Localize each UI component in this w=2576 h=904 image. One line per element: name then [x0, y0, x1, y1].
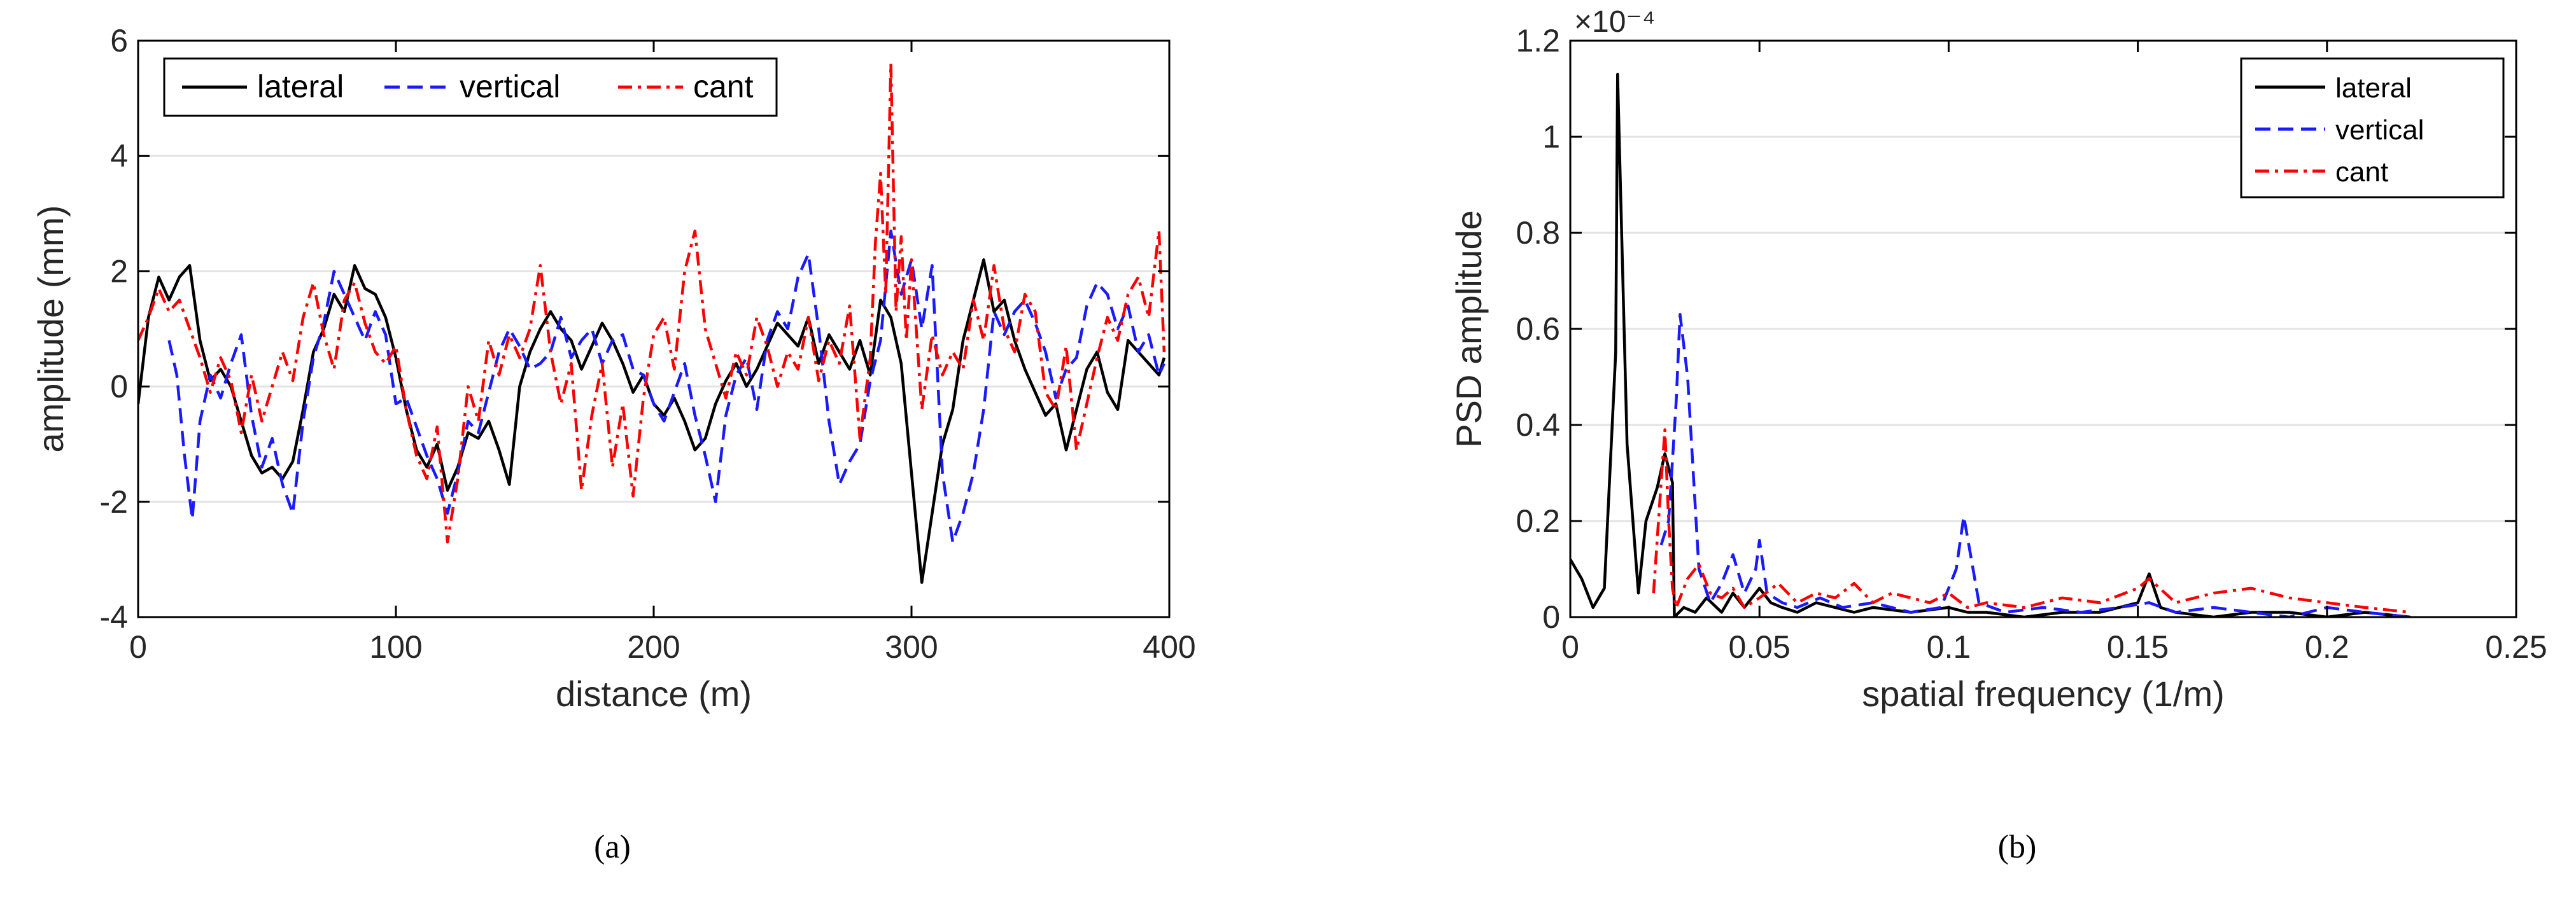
legend-label-vertical: vertical: [460, 69, 560, 104]
y-tick-label: -2: [100, 484, 128, 520]
series-line-vertical: [167, 229, 1165, 544]
x-axis-label: spatial frequency (1/m): [1862, 674, 2225, 714]
x-tick-label: 400: [1143, 629, 1195, 665]
axis-multiplier: ×10⁻⁴: [1574, 5, 1655, 39]
x-tick-label: 0.15: [2107, 629, 2169, 665]
x-tick-label: 0.05: [1729, 629, 1791, 665]
legend-label-cant: cant: [2335, 156, 2388, 188]
y-tick-label: 0: [110, 369, 128, 405]
y-tick-label: 6: [110, 23, 128, 59]
y-tick-label: 0.8: [1516, 215, 1560, 251]
y-tick-label: -4: [100, 599, 128, 635]
series-line-cant: [1652, 428, 2411, 614]
series-line-cant: [138, 62, 1166, 544]
y-tick-label: 0.6: [1516, 311, 1560, 347]
legend-label-cant: cant: [693, 69, 754, 104]
y-axis-label: PSD amplitude: [1449, 210, 1489, 448]
x-tick-label: 100: [369, 629, 422, 665]
legend-label-vertical: vertical: [2335, 115, 2424, 146]
x-tick-label: 0: [129, 629, 147, 665]
chart-panel-b: 0 0.05 0.1 0.15 0.2 0.25 0 0.2 0.4 0.6 0.8 1 1.2 spat…: [1449, 5, 2547, 714]
y-tick-label: 0.4: [1516, 407, 1560, 443]
x-axis-label: distance (m): [556, 674, 752, 714]
panel-label-b: (b): [1998, 829, 2037, 865]
y-tick-label: 1: [1542, 119, 1560, 155]
y-tick-label: 4: [110, 138, 128, 174]
y-tick-label: 1.2: [1516, 23, 1560, 59]
y-tick-label: 0: [1542, 599, 1560, 635]
legend: lateral vertical cant: [163, 57, 778, 117]
x-tick-label: 200: [627, 629, 680, 665]
y-tick-label: 2: [110, 253, 128, 289]
series-line-lateral: [1570, 73, 2411, 617]
panel-label-a: (a): [594, 829, 631, 865]
x-tick-label: 0: [1561, 629, 1579, 665]
x-tick-label: 0.1: [1927, 629, 1971, 665]
x-tick-label: 300: [885, 629, 938, 665]
chart-panel-a: 0 100 200 300 400 -4 -2 0 2 4 6 distance (m) amplitu…: [31, 23, 1196, 714]
x-tick-label: 0.25: [2485, 629, 2547, 665]
y-tick-label: 0.2: [1516, 503, 1560, 539]
legend-label-lateral: lateral: [257, 69, 344, 104]
x-tick-label: 0.2: [2305, 629, 2349, 665]
legend: lateral vertical cant: [2240, 57, 2505, 198]
legend-box: [163, 57, 778, 117]
legend-label-lateral: lateral: [2335, 73, 2412, 104]
y-axis-label: amplitude (mm): [31, 205, 71, 453]
